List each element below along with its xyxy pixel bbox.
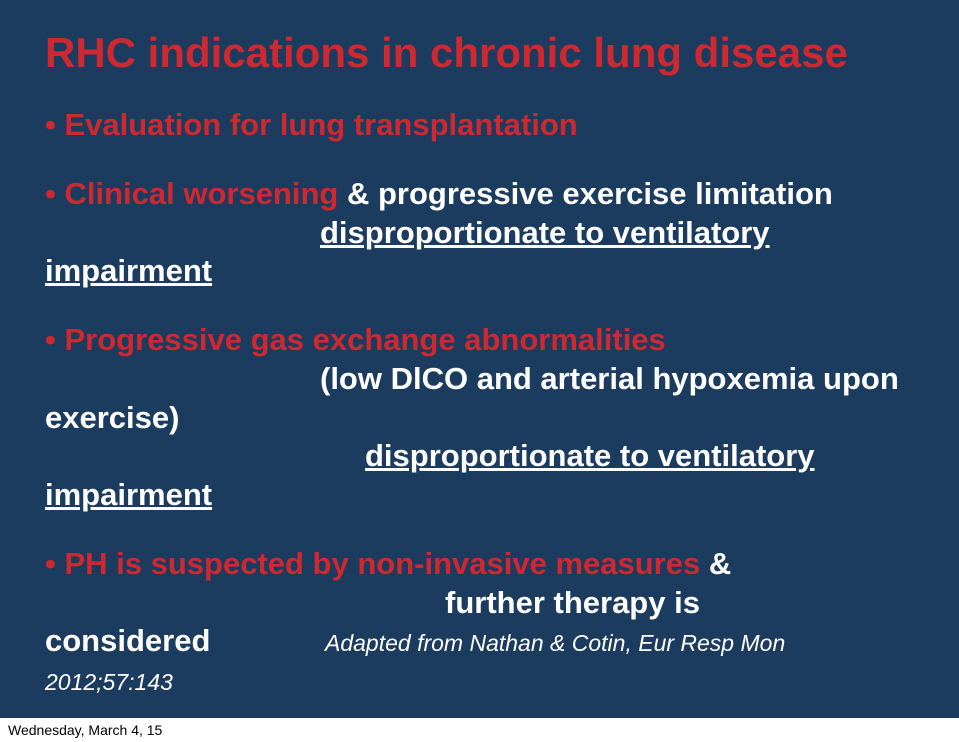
bullet-4-considered: considered — [45, 622, 315, 661]
bullet-2-amp: & — [338, 176, 378, 211]
bullet-4-last: consideredAdapted from Nathan & Cotin, E… — [45, 622, 914, 700]
bullet-3-cont-indent: disproportionate to ventilatory — [45, 437, 914, 476]
bullet-group-4: • PH is suspected by non-invasive measur… — [45, 545, 914, 700]
date-footer: Wednesday, March 4, 15 — [0, 718, 959, 742]
slide-title: RHC indications in chronic lung disease — [45, 30, 914, 76]
bullet-2-line1: • Clinical worsening & progressive exerc… — [45, 175, 914, 214]
bullet-3-sub1: (low DlCO and arterial hypoxemia upon — [45, 360, 914, 399]
bullet-2-cont-left: impairment — [45, 252, 914, 291]
bullet-1-lead: • Evaluation for lung transplantation — [45, 106, 914, 145]
slide-content: RHC indications in chronic lung disease … — [0, 0, 959, 700]
bullet-4-further: further therapy is — [45, 584, 914, 623]
bullet-4-amp: & — [700, 546, 731, 581]
bullet-2-tail: progressive exercise limitation — [378, 176, 833, 211]
bullet-3-cont-left: impairment — [45, 476, 914, 515]
bullet-3-lead: • Progressive gas exchange abnormalities — [45, 321, 914, 360]
bullet-3-sub1-left: exercise) — [45, 399, 914, 438]
bullet-4-line1: • PH is suspected by non-invasive measur… — [45, 545, 914, 584]
bullet-list: • Evaluation for lung transplantation • … — [45, 106, 914, 700]
slide: RHC indications in chronic lung disease … — [0, 0, 959, 742]
bullet-group-2: • Clinical worsening & progressive exerc… — [45, 175, 914, 291]
bullet-2-cont-indent: disproportionate to ventilatory — [45, 214, 914, 253]
bullet-4-lead: • PH is suspected by non-invasive measur… — [45, 546, 700, 581]
bullet-group-3: • Progressive gas exchange abnormalities… — [45, 321, 914, 515]
bullet-group-1: • Evaluation for lung transplantation — [45, 106, 914, 145]
bullet-2-lead: • Clinical worsening — [45, 176, 338, 211]
